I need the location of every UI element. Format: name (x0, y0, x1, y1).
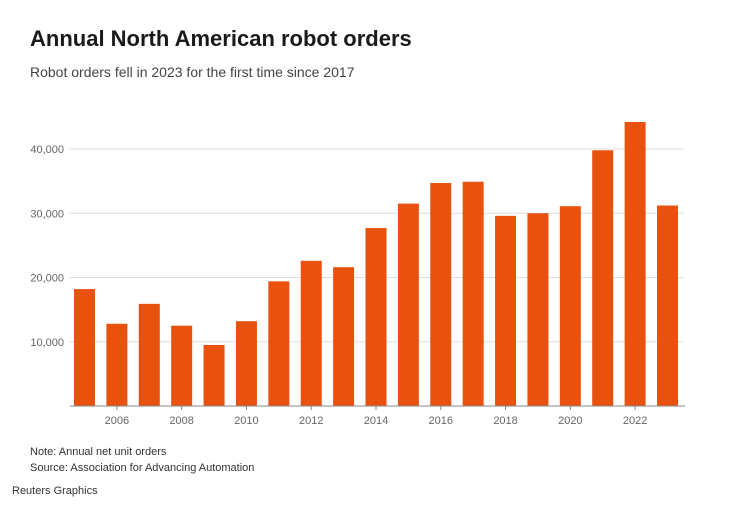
x-tick-label: 2006 (105, 415, 129, 427)
y-tick-label: 10,000 (30, 337, 64, 349)
bar-2022 (624, 122, 646, 406)
x-tick-label: 2016 (429, 415, 453, 427)
bar-2011 (268, 281, 290, 406)
bar-2005 (74, 289, 95, 406)
bar-2015 (397, 203, 419, 406)
x-tick-label: 2008 (169, 415, 193, 427)
bar-2017 (462, 181, 484, 406)
y-tick-label: 40,000 (30, 144, 64, 156)
x-tick-label: 2020 (558, 415, 582, 427)
bar-2010 (235, 321, 257, 406)
bar-2016 (430, 183, 452, 406)
bar-2014 (365, 228, 387, 406)
bar-2012 (300, 260, 322, 406)
bar-2007 (138, 303, 160, 406)
chart-title: Annual North American robot orders (30, 26, 412, 51)
bar-2013 (333, 267, 355, 406)
y-tick-label: 20,000 (30, 273, 64, 285)
y-tick-label: 30,000 (30, 208, 64, 220)
bar-2009 (203, 344, 225, 406)
x-tick-label: 2014 (364, 415, 388, 427)
chart-subtitle: Robot orders fell in 2023 for the first … (30, 64, 355, 80)
chart-note: Note: Annual net unit orders (30, 446, 167, 458)
x-tick-label: 2012 (299, 415, 323, 427)
x-tick-label: 2018 (493, 415, 517, 427)
bar-2019 (527, 213, 549, 406)
reuters-credit: Reuters Graphics (12, 485, 98, 497)
bar-2018 (495, 215, 517, 406)
bar-2023 (657, 205, 678, 406)
bar-2021 (592, 150, 614, 406)
chart-source: Source: Association for Advancing Automa… (30, 462, 255, 474)
x-tick-label: 2022 (623, 415, 647, 427)
bar-2008 (171, 325, 193, 406)
bar-2006 (106, 323, 128, 406)
x-tick-label: 2010 (234, 415, 258, 427)
bar-2020 (559, 206, 581, 406)
